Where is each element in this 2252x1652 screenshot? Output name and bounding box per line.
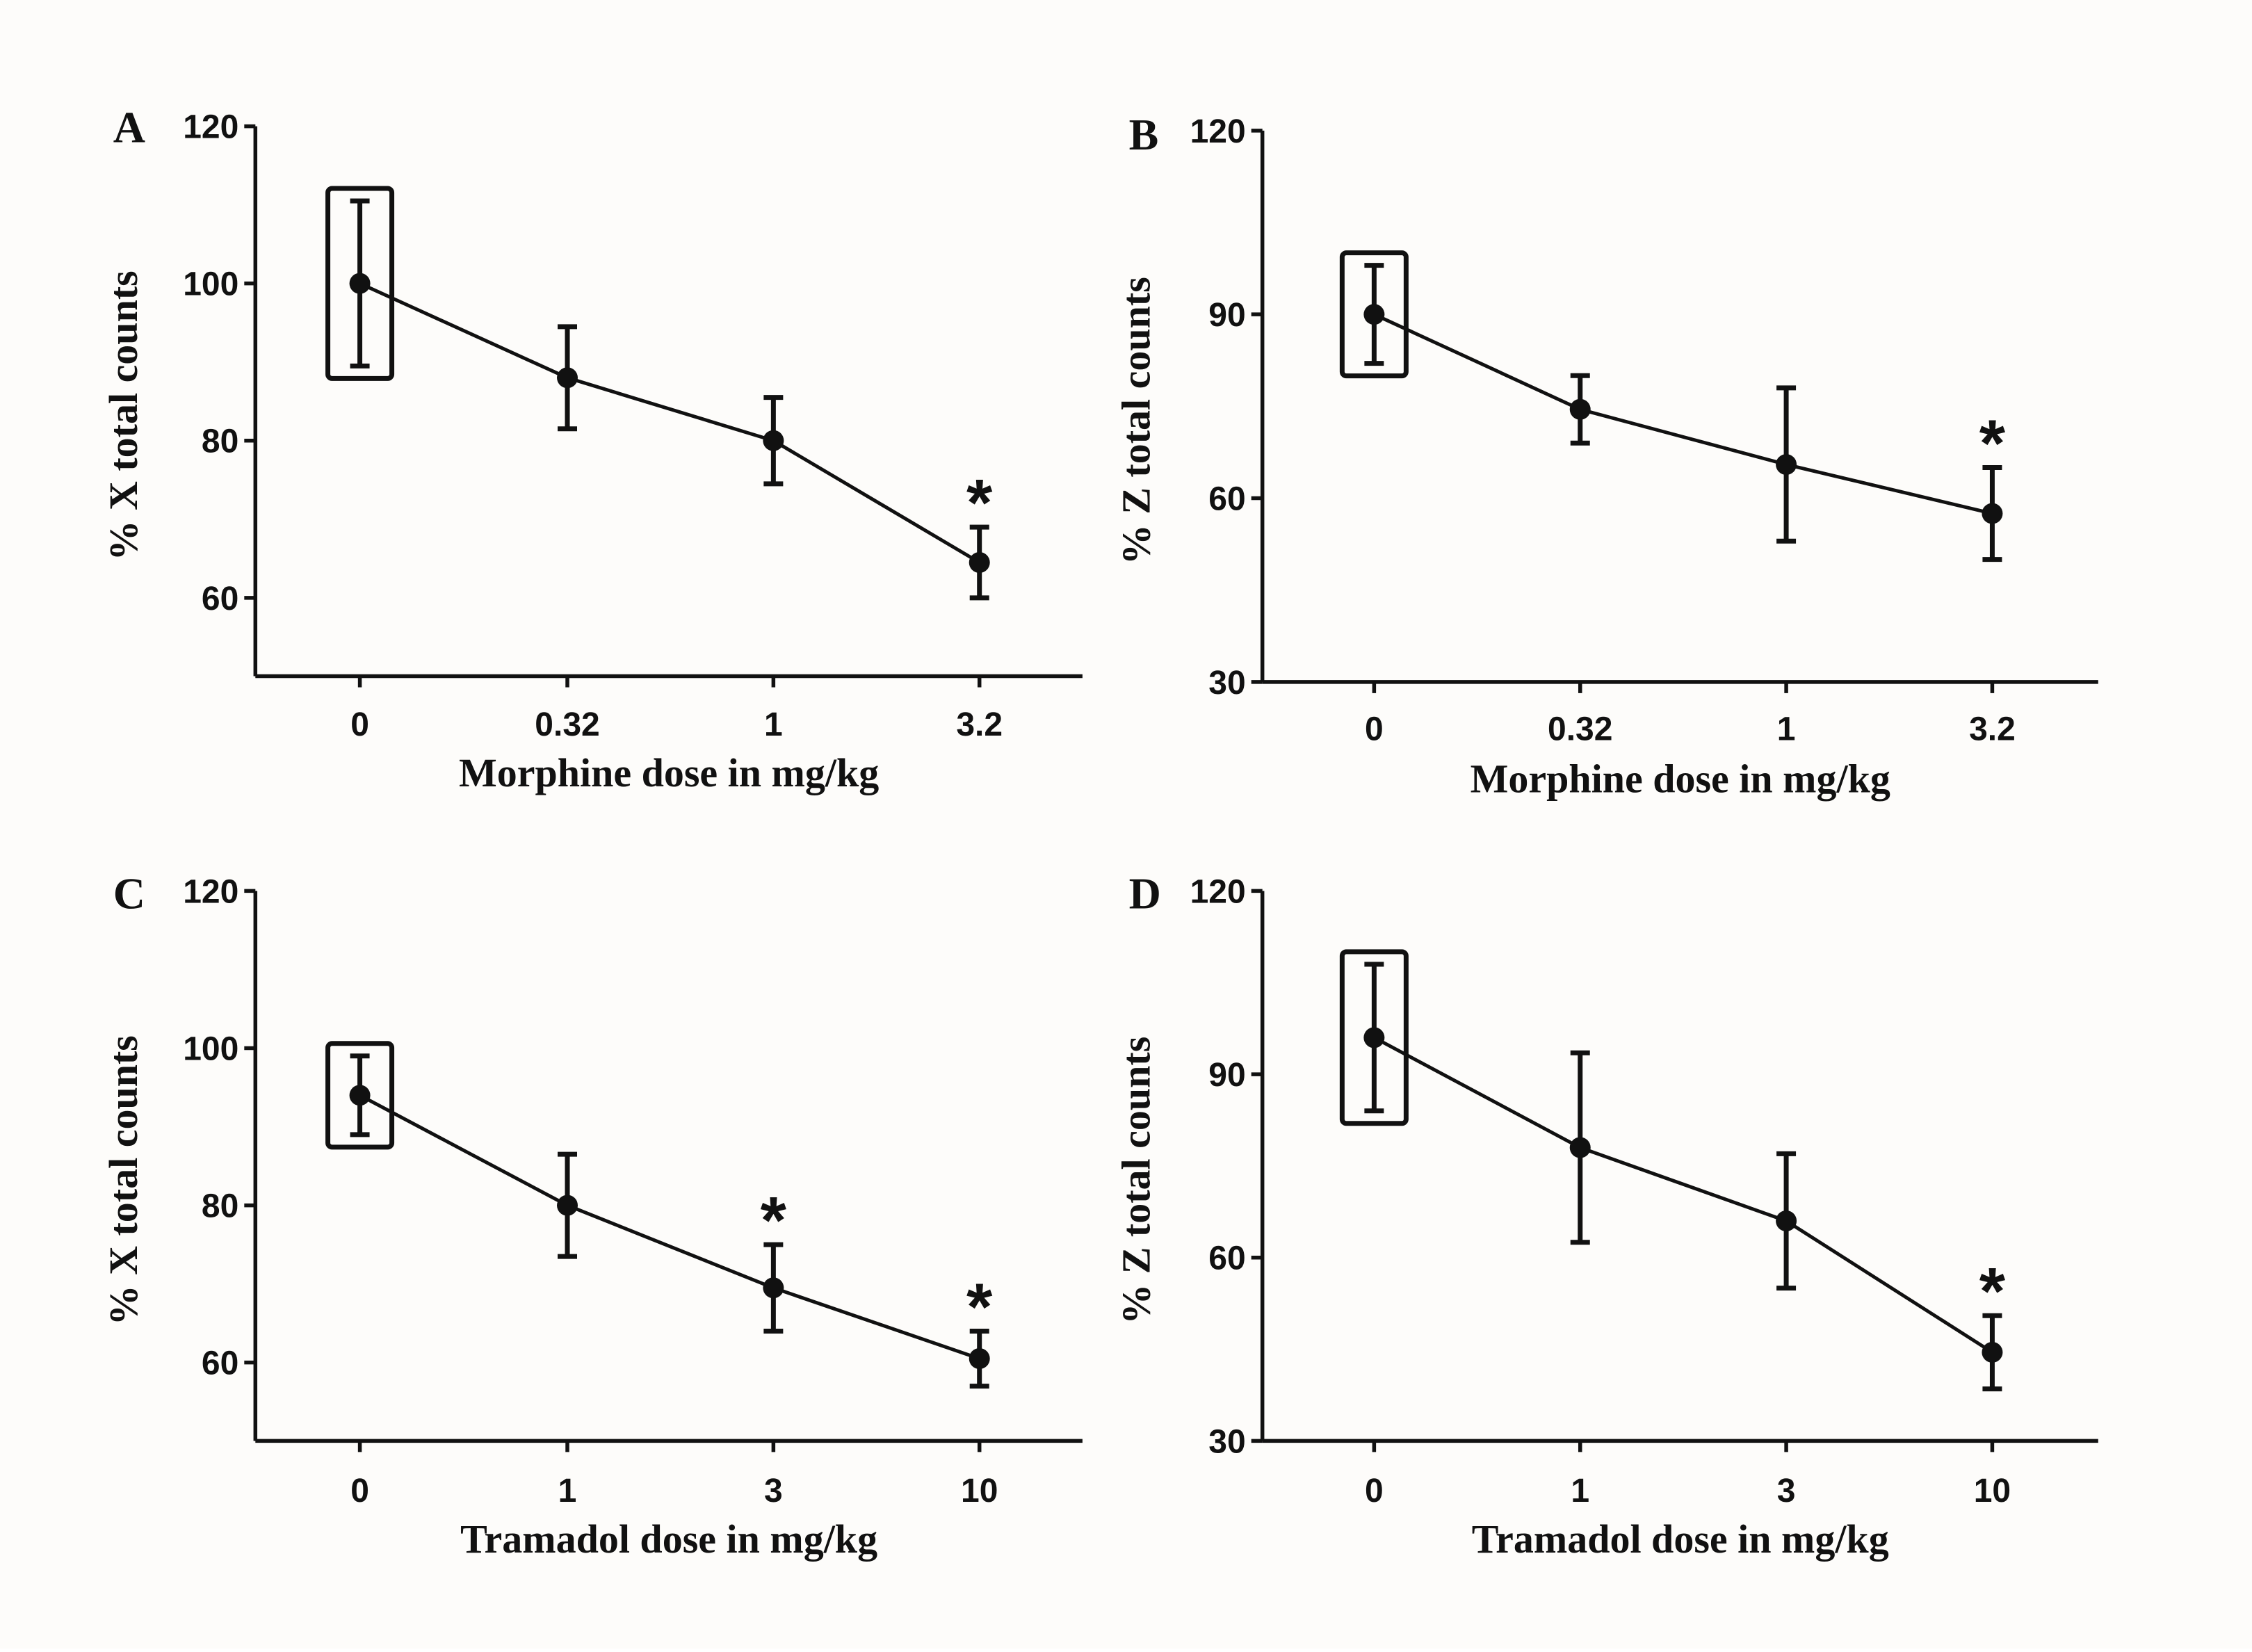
data-point: [1569, 398, 1591, 420]
y-tick-label: 120: [1190, 873, 1246, 910]
x-axis-label: Morphine dose in mg/kg: [459, 750, 879, 795]
panel-c: C 60 80 100 120 0 1 3 10 Tramadol dose in mg/kg % …: [101, 868, 1083, 1562]
data-point: [349, 1085, 371, 1106]
data-point: [763, 430, 784, 451]
x-tick-label: 0: [1365, 1473, 1384, 1509]
x-axis-label: Tramadol dose in mg/kg: [460, 1516, 877, 1562]
x-axis-label: Tramadol dose in mg/kg: [1472, 1516, 1889, 1562]
data-point: [763, 1277, 784, 1299]
significance-marker: *: [966, 1270, 993, 1344]
data-point: [557, 1195, 578, 1216]
panel-letter: C: [113, 868, 145, 918]
y-tick-label: 80: [202, 1188, 238, 1225]
y-tick-label: 90: [1208, 297, 1245, 334]
data-point: [969, 551, 990, 573]
panel-letter: B: [1129, 110, 1159, 159]
series-line: [359, 1094, 980, 1361]
data-point: [969, 1348, 990, 1370]
x-tick-label: 1: [558, 1473, 577, 1509]
significance-marker: *: [1979, 1254, 2006, 1329]
y-tick-label: 100: [183, 266, 238, 303]
series-line: [1373, 1036, 1993, 1354]
y-tick-label: 120: [183, 109, 238, 146]
x-tick-label: 0: [1365, 711, 1384, 747]
highlight-box: [1339, 250, 1409, 379]
panel-letter: A: [113, 103, 145, 152]
data-point: [1776, 454, 1797, 476]
highlight-box: [1339, 949, 1409, 1126]
x-tick-label: 0.32: [1548, 711, 1612, 747]
y-tick-label: 120: [1190, 113, 1246, 150]
y-tick-label: 60: [1208, 1240, 1245, 1277]
y-tick-label: 100: [183, 1030, 238, 1067]
x-tick-label: 3.2: [1969, 711, 2016, 747]
data-point: [1569, 1137, 1591, 1158]
y-tick-label: 60: [1208, 481, 1245, 518]
x-tick-label: 3.2: [956, 706, 1003, 743]
series-line: [1373, 312, 1993, 515]
panel-a: A 60 80 100 120 0 0.32 1 3.2 Morphine dose in mg/…: [101, 103, 1083, 795]
x-tick-label: 0.32: [535, 706, 599, 743]
panel-d: D 30 60 90 120 0 1 3 10 Tramadol dose in mg/kg % Z…: [1114, 868, 2098, 1562]
y-tick-label: 30: [1208, 665, 1245, 702]
y-tick-label: 60: [202, 1345, 238, 1382]
x-axis-label: Morphine dose in mg/kg: [1471, 756, 1890, 801]
highlight-box: [325, 1041, 395, 1150]
y-axis-label: % X total counts: [101, 1035, 146, 1325]
x-tick-label: 1: [1571, 1473, 1589, 1509]
panel-b: B 30 60 90 120 0 0.32 1 3.2 Morphine dose in mg/k…: [1114, 110, 2098, 801]
y-tick-label: 60: [202, 581, 238, 617]
y-axis-label: % Z total counts: [1114, 277, 1159, 565]
data-point: [1982, 503, 2003, 524]
y-axis-label: % X total counts: [101, 270, 146, 560]
y-tick-label: 30: [1208, 1423, 1245, 1460]
x-tick-label: 1: [764, 706, 783, 743]
x-tick-label: 10: [1974, 1473, 2011, 1509]
x-tick-label: 1: [1777, 711, 1796, 747]
significance-marker: *: [966, 466, 993, 540]
series-line: [359, 282, 980, 565]
x-tick-label: 0: [350, 706, 369, 743]
significance-marker: *: [761, 1183, 787, 1258]
highlight-box: [325, 186, 395, 381]
data-point: [557, 367, 578, 389]
y-axis-label: % Z total counts: [1114, 1037, 1159, 1325]
x-tick-label: 0: [350, 1473, 369, 1509]
significance-marker: *: [1979, 406, 2006, 480]
data-point: [349, 273, 371, 294]
x-tick-label: 10: [961, 1473, 998, 1509]
data-point: [1363, 1027, 1385, 1048]
data-point: [1776, 1210, 1797, 1231]
data-point: [1363, 304, 1385, 325]
y-tick-label: 80: [202, 423, 238, 460]
y-tick-label: 90: [1208, 1057, 1245, 1094]
y-tick-label: 120: [183, 873, 238, 910]
data-point: [1982, 1341, 2003, 1363]
x-tick-label: 3: [764, 1473, 783, 1509]
panel-letter: D: [1129, 868, 1161, 918]
x-tick-label: 3: [1777, 1473, 1796, 1509]
